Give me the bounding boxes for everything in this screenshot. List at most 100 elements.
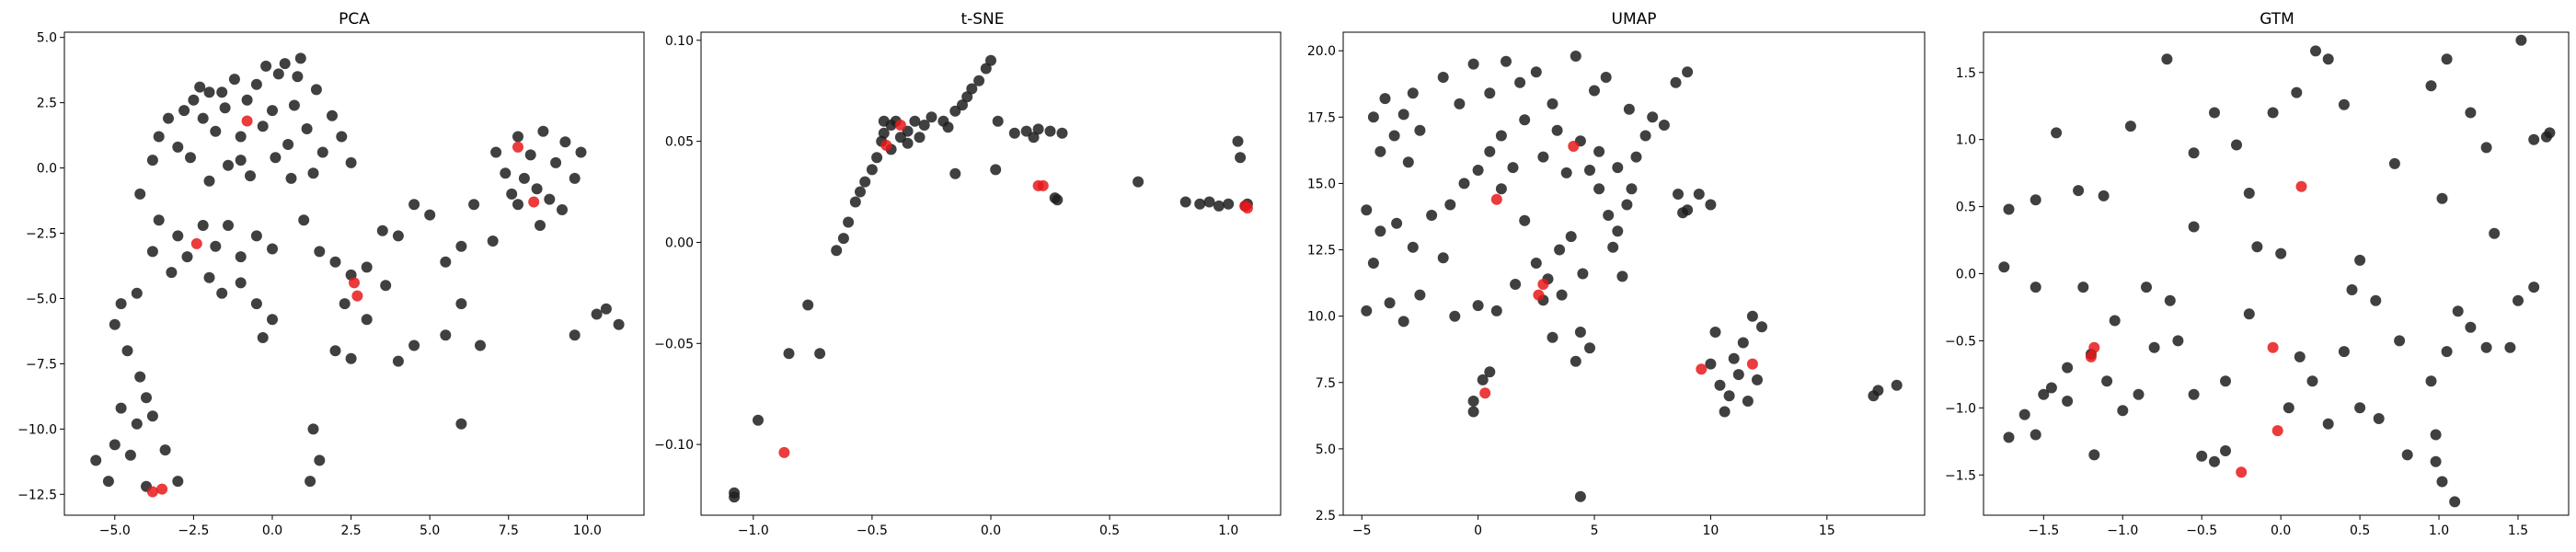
pca-point [272, 68, 284, 80]
tsne-point [1235, 152, 1247, 164]
pca-point [345, 352, 357, 364]
umap-point [1367, 258, 1379, 269]
pca-point [188, 94, 200, 106]
pca-point [591, 308, 603, 320]
pca-point [181, 251, 193, 263]
tsne-point [918, 120, 930, 131]
pca-ytick-label: −5.0 [26, 292, 57, 306]
pca-point [235, 251, 247, 263]
gtm-highlight-point [2271, 425, 2283, 437]
pca-point [185, 152, 196, 164]
pca-point [197, 220, 209, 231]
umap-point [1737, 337, 1749, 349]
umap-point [1547, 98, 1558, 109]
gtm-point [2003, 203, 2015, 215]
gtm-point [2394, 335, 2406, 347]
umap-point [1682, 66, 1694, 78]
gtm-point [2209, 107, 2220, 119]
umap-point [1574, 490, 1586, 502]
umap-point [1467, 396, 1479, 407]
tsne-point [837, 233, 849, 245]
pca-point [172, 141, 184, 153]
umap-point [1600, 72, 1612, 83]
tsne-point [878, 127, 890, 139]
umap-point [1593, 145, 1605, 157]
umap-point [1728, 352, 1740, 364]
gtm-point [2088, 449, 2100, 461]
pca-point [121, 345, 133, 357]
umap-point [1623, 103, 1635, 115]
pca-point [228, 74, 240, 86]
umap-point [1530, 66, 1542, 78]
pca-point [307, 167, 319, 179]
gtm-point [2045, 382, 2057, 394]
tsne-xtick-label: 1.0 [1218, 523, 1238, 538]
pca-point [314, 246, 326, 258]
pca-point [329, 256, 341, 268]
gtm-point [2310, 45, 2321, 57]
tsne-point [871, 152, 883, 164]
pca-ytick-label: −7.5 [26, 357, 57, 372]
subplot-umap: UMAP −5 0 5 10 15 2.5 5.0 7.5 10.0 12.5 15.0 17.5 20… [1307, 10, 1926, 538]
umap-point [1756, 321, 1767, 333]
subplot-tsne: t-SNE −1.0 −0.5 0.0 0.5 1.0 −0.10 −0.05 0.00 0.0… [654, 10, 1282, 538]
pca-point [455, 418, 467, 430]
pca-point [146, 155, 158, 167]
pca-point [241, 94, 253, 106]
gtm-point [2148, 341, 2160, 353]
umap-title: UMAP [1612, 10, 1657, 29]
gtm-point [2267, 107, 2279, 119]
gtm-point [2077, 282, 2089, 293]
tsne-highlight-point [894, 120, 906, 131]
umap-point [1612, 162, 1624, 174]
umap-point [1574, 327, 1586, 338]
umap-point [1391, 217, 1403, 229]
tsne-point [1044, 125, 1056, 137]
pca-point [131, 418, 143, 430]
umap-point [1449, 310, 1461, 322]
umap-point [1519, 214, 1531, 226]
umap-point [1384, 297, 1396, 309]
pca-point [345, 156, 357, 168]
umap-point [1510, 279, 1522, 290]
pca-highlight-point [349, 277, 360, 289]
umap-point [1519, 114, 1531, 126]
umap-point [1560, 167, 1572, 178]
pca-point [250, 298, 262, 310]
umap-point [1714, 379, 1726, 391]
gtm-point [2322, 418, 2334, 430]
umap-point [1437, 72, 1449, 83]
pca-point [301, 123, 313, 134]
pca-point [506, 188, 518, 200]
gtm-ytick-label: 0.5 [1956, 201, 1976, 215]
pca-point [550, 156, 562, 168]
pca-point [361, 314, 373, 326]
gtm-point [2436, 476, 2448, 488]
pca-ytick-label: 5.0 [37, 31, 57, 46]
gtm-point [2051, 127, 2063, 139]
gtm-point [2038, 388, 2050, 400]
umap-point [1577, 268, 1589, 280]
gtm-point [2401, 449, 2413, 461]
pca-title: PCA [339, 10, 370, 29]
umap-xtick-label: 10 [1703, 523, 1719, 538]
pca-ytick-label: 2.5 [37, 97, 57, 111]
gtm-point [2109, 315, 2121, 327]
pca-point [124, 449, 136, 461]
pca-point [575, 146, 587, 158]
pca-ytick-label: −2.5 [26, 227, 57, 242]
pca-point [109, 318, 121, 330]
gtm-point [2480, 341, 2492, 353]
tsne-point [1056, 127, 1068, 139]
gtm-xtick-label: −1.0 [2107, 523, 2138, 538]
pca-highlight-point [512, 141, 523, 153]
tsne-point [1133, 176, 1144, 188]
tsne-ytick-label: 0.10 [665, 34, 694, 49]
tsne-xtick-label: 0.0 [981, 523, 1001, 538]
gtm-point [2441, 346, 2453, 358]
umap-point [1361, 305, 1373, 316]
gtm-point [2528, 282, 2540, 293]
tsne-point [1020, 125, 1032, 137]
umap-axes-frame [1342, 31, 1926, 516]
